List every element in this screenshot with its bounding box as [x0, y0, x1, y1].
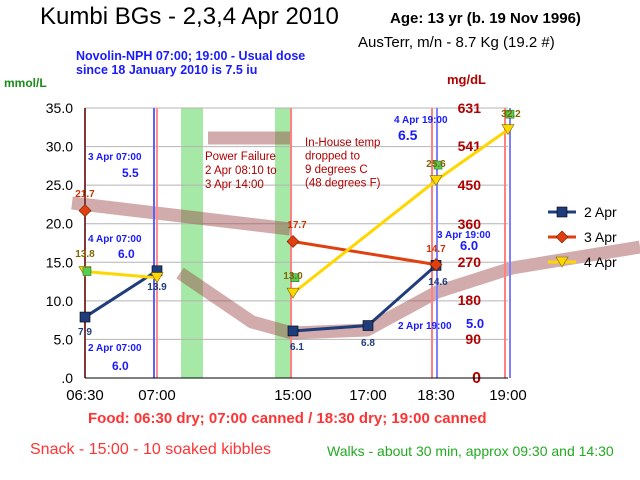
power-failure-note: 2 Apr 08:10 to	[205, 165, 277, 177]
dose-annotation-label: 3 Apr 19:00	[437, 230, 491, 241]
y-tick-label: 10.0	[46, 293, 73, 309]
age-text: Age: 13 yr (b. 19 Nov 1996)	[390, 10, 581, 27]
series-line-3-Apr	[292, 239, 437, 267]
point-marker	[501, 124, 515, 136]
walk-band	[275, 108, 292, 378]
right-tick-label: 90	[465, 331, 481, 347]
data-label: 7.9	[78, 327, 92, 338]
data-label: 6.8	[361, 338, 375, 349]
x-tick-label: 17:00	[349, 387, 387, 404]
snack-note: Snack - 15:00 - 10 soaked kibbles	[30, 441, 272, 458]
insulin-note-line2: since 18 January 2010 is 7.5 iu	[76, 63, 258, 77]
dose-annotation-label: 4 Apr 07:00	[88, 234, 142, 245]
y-tick-label: 5.0	[54, 331, 74, 347]
right-tick-label: 180	[458, 292, 482, 308]
temp-note: dropped to	[305, 151, 360, 163]
point-marker	[362, 320, 374, 331]
y-tick-label: 15.0	[46, 254, 73, 270]
x-tick-label: 19:00	[489, 387, 527, 404]
green-marker	[82, 267, 92, 276]
series-line-4-Apr	[84, 270, 158, 280]
dose-annotation-value: 6.0	[118, 247, 135, 261]
temp-note: 9 degrees C	[305, 164, 368, 176]
dose-annotation-value: 6.0	[460, 238, 478, 253]
right-tick-label: 450	[458, 177, 482, 193]
dose-annotation-value: 6.5	[398, 127, 418, 143]
point-marker	[286, 287, 300, 299]
point-marker	[78, 204, 92, 218]
power-failure-note: Power Failure	[205, 151, 276, 163]
data-label: 17.7	[287, 220, 307, 231]
annotations: 3 Apr 07:00 5.5 4 Apr 07:00 6.0 2 Apr 07:00 6…	[88, 115, 491, 373]
chart-title: Kumbi BGs - 2,3,4 Apr 2010	[40, 3, 339, 30]
green-marker	[290, 273, 300, 283]
legend-label: 2 Apr	[584, 204, 617, 220]
data-label: 14.7	[426, 244, 446, 255]
legend-label: 4 Apr	[584, 254, 617, 270]
y-tick-label: .0	[61, 370, 73, 386]
weight-text: AusTerr, m/n - 8.7 Kg (19.2 #)	[358, 34, 555, 51]
dose-annotation-value: 6.0	[112, 359, 129, 373]
y-axis-right-title: mg/dL	[447, 72, 486, 87]
dose-annotation-label: 2 Apr 19:00	[398, 321, 452, 332]
point-marker	[555, 256, 569, 268]
series-lines	[78, 109, 515, 337]
y-tick-label: 25.0	[46, 177, 73, 193]
green-marker	[433, 160, 443, 170]
x-tick-label: 15:00	[274, 387, 312, 404]
temp-note: In-House temp	[305, 137, 380, 149]
walk-band	[181, 108, 203, 378]
food-note: Food: 06:30 dry; 07:00 canned / 18:30 dr…	[88, 410, 487, 427]
data-labels: 7.9 13.9 6.1 6.8 14.6 21.7 17.7 14.7 13.8 13.0 25.…	[75, 109, 521, 353]
axes: 35.0 30.0 25.0 20.0 15.0 10.0 5.0 .0 631 541 450 36…	[46, 100, 527, 404]
dose-annotation-value: 5.5	[122, 166, 139, 180]
y-axis-left-title: mmol/L	[4, 76, 47, 90]
series-line-2-Apr	[84, 269, 158, 319]
point-marker	[429, 175, 443, 187]
dose-annotation-label: 4 Apr 19:00	[394, 115, 448, 126]
temp-note: (48 degrees F)	[305, 178, 381, 190]
data-label: 13.9	[147, 282, 167, 293]
point-marker	[286, 235, 300, 248]
dose-annotation-label: 3 Apr 07:00	[88, 152, 142, 163]
legend-label: 3 Apr	[584, 229, 617, 245]
walks-note: Walks - about 30 min, approx 09:30 and 1…	[327, 443, 614, 459]
insulin-note-line1: Novolin-NPH 07:00; 19:00 - Usual dose	[76, 49, 306, 63]
point-marker	[79, 311, 91, 323]
power-failure-note: 3 Apr 14:00	[205, 179, 264, 191]
green-marker	[505, 109, 515, 119]
x-tick-label: 18:30	[417, 387, 455, 404]
point-marker	[555, 230, 569, 244]
data-label: 13.8	[75, 249, 95, 260]
right-tick-label: 631	[458, 100, 482, 116]
walk-bands	[181, 108, 292, 378]
right-tick-label: 360	[458, 216, 482, 232]
y-tick-label: 30.0	[46, 139, 73, 155]
point-marker	[150, 272, 164, 284]
data-label: 32.2	[501, 109, 521, 120]
x-tick-label: 06:30	[66, 387, 104, 404]
data-label: 13.0	[283, 271, 303, 282]
y-tick-label: 20.0	[46, 216, 73, 232]
point-marker	[429, 258, 443, 272]
data-label: 25.6	[426, 159, 446, 170]
point-marker	[287, 325, 299, 337]
y-tick-label: 35.0	[46, 100, 73, 116]
dose-annotation-label: 2 Apr 07:00	[88, 343, 142, 354]
legend: 2 Apr 3 Apr 4 Apr	[548, 204, 617, 270]
right-tick-label: 541	[458, 138, 482, 154]
right-tick-label: 270	[458, 254, 482, 270]
point-marker	[556, 206, 568, 218]
data-label: 6.1	[290, 342, 304, 353]
dose-annotation-value: 5.0	[466, 316, 484, 331]
trend-band-high	[71, 196, 291, 236]
data-label: 14.6	[428, 277, 448, 288]
x-tick-label: 07:00	[138, 387, 176, 404]
data-label: 21.7	[75, 189, 95, 200]
